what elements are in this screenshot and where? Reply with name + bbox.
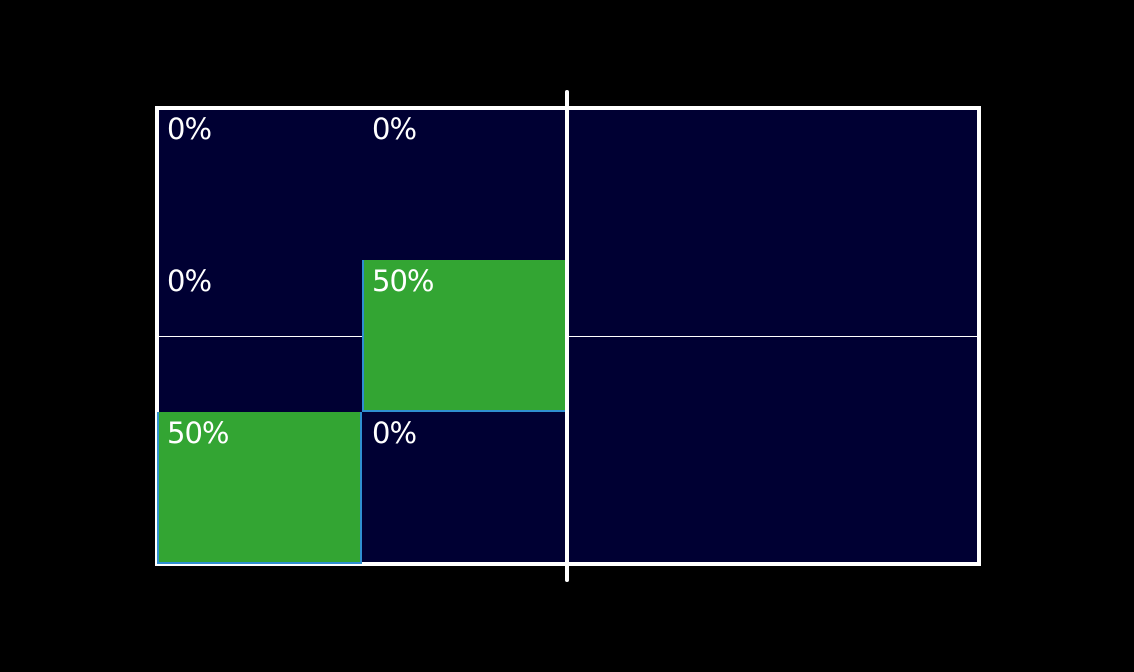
zone-top-right[interactable]: 0% (362, 108, 567, 260)
zone-percentage: 0% (372, 112, 417, 146)
zone-percentage: 0% (167, 264, 212, 298)
zone-middle-right[interactable]: 50% (362, 260, 567, 412)
zone-bottom-right[interactable]: 0% (362, 412, 567, 564)
zone-percentage: 50% (167, 416, 229, 450)
zone-middle-left[interactable]: 0% (157, 260, 362, 412)
net-line (565, 90, 569, 582)
zone-bottom-left[interactable]: 50% (157, 412, 362, 564)
zone-top-left[interactable]: 0% (157, 108, 362, 260)
zone-grid: 0% 0% 0% 50% 50% 0% (157, 108, 568, 564)
zone-percentage: 0% (372, 416, 417, 450)
zone-percentage: 0% (167, 112, 212, 146)
zone-percentage: 50% (372, 264, 434, 298)
